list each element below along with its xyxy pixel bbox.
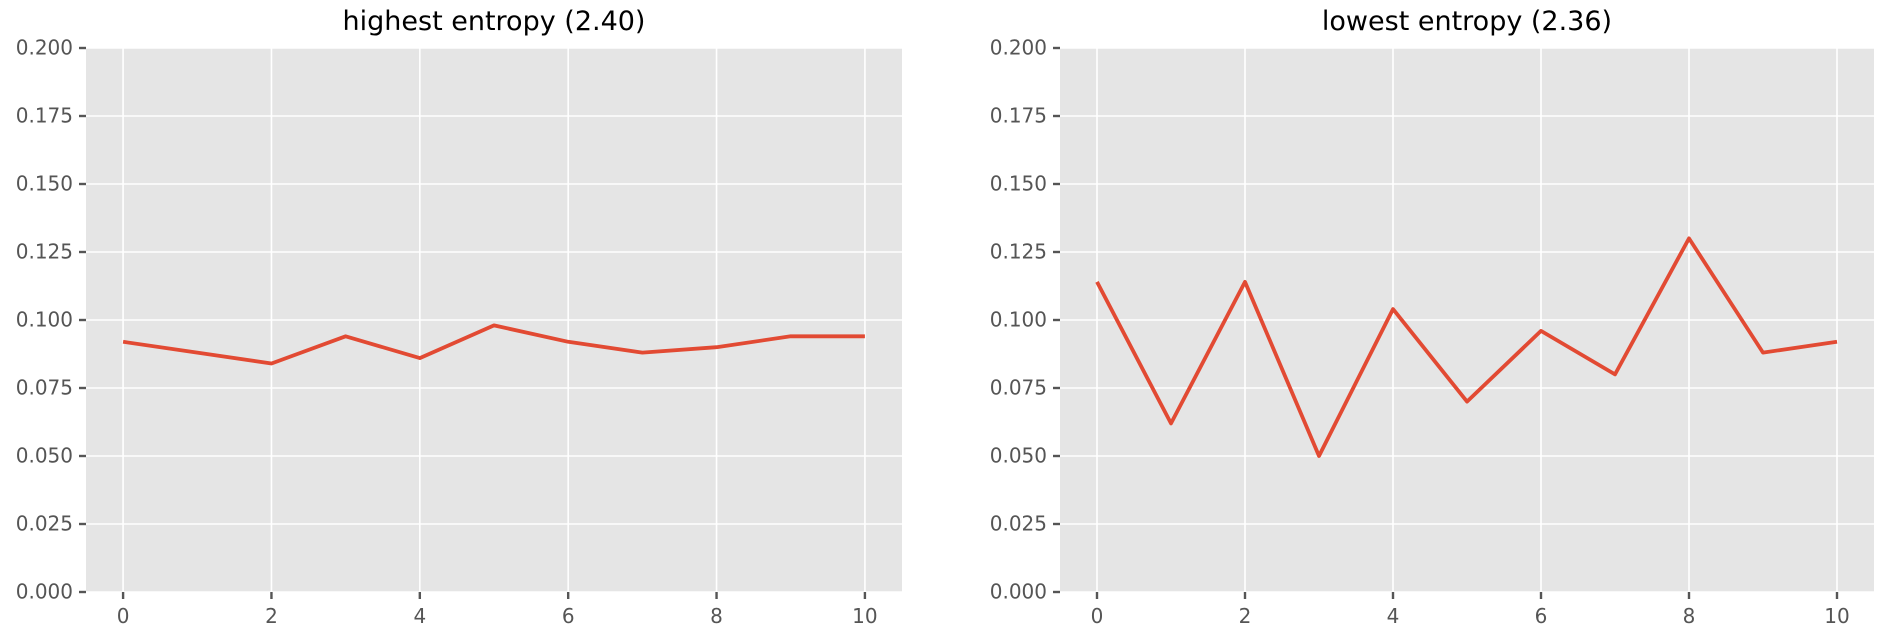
y-tick-label: 0.000	[990, 580, 1047, 604]
y-tick-label: 0.025	[990, 512, 1047, 536]
y-tick-label: 0.125	[990, 240, 1047, 264]
y-tick-label: 0.175	[16, 104, 73, 128]
x-tick-label: 4	[413, 604, 426, 628]
y-tick-label: 0.050	[990, 444, 1047, 468]
y-tick-label: 0.100	[16, 308, 73, 332]
series-line	[122, 323, 865, 366]
y-tick-label: 0.100	[990, 308, 1047, 332]
line-chart-canvas-highest-entropy: 0.000 0.025 0.050 0.075 0.100 0.125 0.150 0.175…	[16, 36, 902, 628]
x-tick-label: 2	[265, 604, 278, 628]
y-tick-label: 0.000	[16, 580, 73, 604]
x-tick-label: 6	[562, 604, 575, 628]
y-tick-label: 0.150	[16, 172, 73, 196]
x-tick-label: 10	[852, 604, 877, 628]
x-tick-label: 2	[1239, 604, 1252, 628]
series-line	[1095, 236, 1838, 458]
x-tick-label: 0	[117, 604, 130, 628]
chart-highest-entropy: highest entropy (2.40) 0.000 0.025 0.050 0.…	[16, 6, 902, 628]
y-tick-label: 0.200	[990, 36, 1047, 60]
y-tick-label: 0.150	[990, 172, 1047, 196]
x-tick-label: 8	[1683, 604, 1696, 628]
y-tick-label: 0.075	[990, 376, 1047, 400]
chart-lowest-entropy: lowest entropy (2.36) 0.000 0.025 0.050 0.0…	[945, 0, 1889, 639]
chart-title-highest-entropy: highest entropy (2.40)	[342, 6, 646, 37]
x-tick-label: 8	[710, 604, 723, 628]
x-tick-label: 6	[1535, 604, 1548, 628]
x-tick-label: 0	[1091, 604, 1104, 628]
y-tick-label: 0.175	[990, 104, 1047, 128]
y-tick-label: 0.050	[16, 444, 73, 468]
y-tick-label: 0.075	[16, 376, 73, 400]
x-tick-label: 10	[1824, 604, 1849, 628]
x-tick-label: 4	[1387, 604, 1400, 628]
line-chart-canvas-lowest-entropy: 0.000 0.025 0.050 0.075 0.100 0.125 0.150 0.175…	[990, 36, 1874, 628]
y-tick-label: 0.200	[16, 36, 73, 60]
y-tick-label: 0.125	[16, 240, 73, 264]
y-tick-label: 0.025	[16, 512, 73, 536]
chart-title-lowest-entropy: lowest entropy (2.36)	[1321, 6, 1613, 37]
